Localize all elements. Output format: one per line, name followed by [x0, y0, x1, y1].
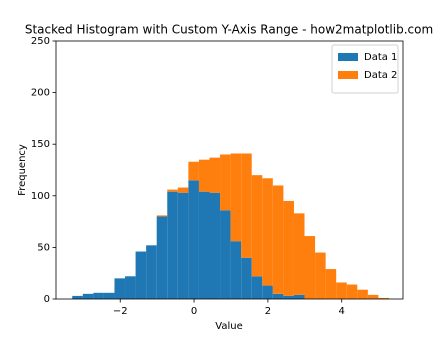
- bar: [220, 154, 231, 211]
- bar: [125, 276, 136, 299]
- y-tick-label: 50: [37, 242, 50, 253]
- bar: [283, 200, 294, 296]
- bar: [167, 189, 178, 192]
- bar: [293, 294, 305, 299]
- bar: [198, 159, 210, 192]
- x-tick-label: 4: [339, 306, 345, 317]
- bar: [230, 241, 242, 299]
- y-tick-label: 200: [31, 88, 50, 99]
- bar: [114, 278, 126, 299]
- bar: [357, 289, 368, 299]
- y-tick-label: 150: [31, 139, 50, 150]
- y-tick-label: 250: [31, 36, 50, 47]
- bar: [167, 191, 178, 299]
- bar: [378, 297, 389, 299]
- bar: [209, 157, 221, 193]
- bar: [177, 187, 189, 193]
- bar: [293, 213, 305, 295]
- bar: [198, 191, 210, 299]
- bar: [272, 185, 284, 294]
- legend-label: Data 1: [364, 52, 397, 63]
- bar: [146, 245, 157, 299]
- bar: [93, 292, 104, 299]
- bar: [72, 295, 83, 299]
- bar: [272, 293, 284, 299]
- bar: [135, 251, 147, 299]
- legend-swatch: [338, 71, 358, 79]
- bar: [230, 153, 242, 242]
- bar: [346, 284, 358, 299]
- y-tick-label: 100: [31, 191, 50, 202]
- legend-label: Data 2: [364, 70, 397, 81]
- bar: [209, 192, 221, 299]
- legend-swatch: [338, 53, 358, 61]
- bar: [156, 215, 168, 217]
- bar: [177, 192, 189, 299]
- x-tick-label: 0: [191, 306, 197, 317]
- bar: [304, 236, 316, 299]
- y-tick-label: 0: [44, 294, 50, 305]
- bar: [262, 285, 273, 299]
- bar: [241, 153, 252, 258]
- bar: [315, 252, 326, 299]
- bar: [325, 269, 337, 299]
- bar: [283, 295, 294, 299]
- bar: [188, 161, 199, 181]
- bar: [188, 180, 199, 299]
- chart-title: Stacked Histogram with Custom Y-Axis Ran…: [25, 23, 433, 37]
- bar: [367, 294, 379, 299]
- bar: [251, 276, 263, 299]
- bar: [103, 292, 115, 299]
- bar: [336, 282, 347, 299]
- axes-frame: [55, 40, 404, 300]
- bar: [220, 210, 231, 299]
- bar: [262, 178, 273, 286]
- bar: [82, 293, 94, 299]
- bar: [156, 216, 168, 299]
- x-tick-label: 2: [265, 306, 271, 317]
- y-axis-label: Frequency: [17, 144, 28, 196]
- bar: [241, 257, 252, 299]
- x-axis-label: Value: [215, 321, 242, 332]
- x-tick-label: −2: [113, 306, 128, 317]
- bar: [251, 175, 263, 277]
